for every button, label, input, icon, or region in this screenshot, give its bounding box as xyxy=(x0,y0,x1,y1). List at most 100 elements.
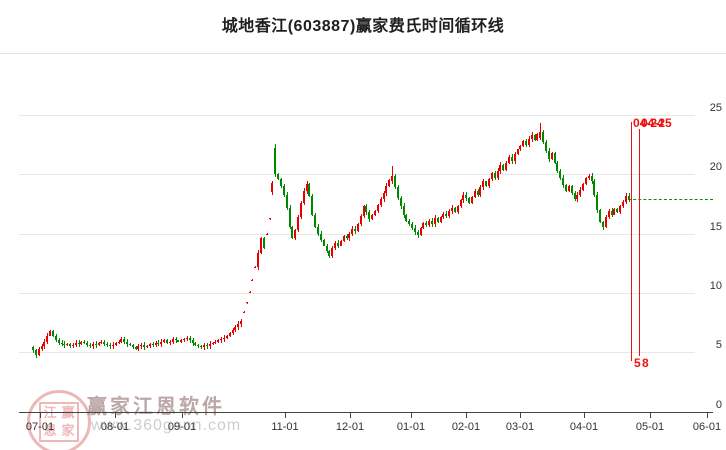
x-axis-tick xyxy=(350,413,351,418)
candle-body xyxy=(551,153,553,159)
candle-body xyxy=(328,251,330,256)
candle-body xyxy=(571,186,573,193)
candle-wick xyxy=(221,337,222,343)
candle-body xyxy=(568,186,570,191)
candle-body xyxy=(414,228,416,232)
candle-body xyxy=(72,345,74,346)
candle-body xyxy=(417,232,419,235)
candle-body xyxy=(425,223,427,225)
candle-body xyxy=(497,171,499,178)
candle-body xyxy=(468,198,470,203)
candle-body xyxy=(531,135,533,139)
candle-body xyxy=(343,236,345,241)
fib-cycle-date-label: 04-25 xyxy=(641,116,672,130)
candle-body xyxy=(120,339,122,342)
candle-body xyxy=(539,132,541,138)
fib-cycle-number-label: 8 xyxy=(642,356,649,370)
candle-body xyxy=(100,342,102,343)
candle-body xyxy=(152,344,154,345)
candle-body xyxy=(451,208,453,211)
candle-body xyxy=(460,200,462,206)
candle-wick xyxy=(247,302,248,304)
candle-body xyxy=(405,215,407,221)
candle-body xyxy=(585,178,587,184)
candle-body xyxy=(337,243,339,246)
candle-body xyxy=(525,141,527,145)
title-divider xyxy=(0,53,726,54)
y-axis-label: 10 xyxy=(709,280,722,292)
candle-body xyxy=(556,163,558,171)
candle-body xyxy=(363,206,365,216)
candle-body xyxy=(400,198,402,206)
candle-body xyxy=(613,209,615,215)
candle-body xyxy=(58,340,60,343)
candle-body xyxy=(545,142,547,151)
candle-body xyxy=(297,217,299,230)
candle-body xyxy=(137,346,139,349)
candle-body xyxy=(554,153,556,163)
candle-body xyxy=(269,218,271,219)
candle-body xyxy=(240,321,242,324)
candle-body xyxy=(135,347,137,349)
candle-body xyxy=(109,345,111,346)
candle-body xyxy=(471,197,473,203)
candle-body xyxy=(505,163,507,170)
candle-wick xyxy=(540,123,541,140)
candle-body xyxy=(420,228,422,235)
candle-body xyxy=(283,186,285,195)
candle-wick xyxy=(184,338,185,342)
candle-body xyxy=(542,132,544,142)
candle-body xyxy=(115,343,117,345)
candle-body xyxy=(189,338,191,340)
candle-body xyxy=(183,339,185,340)
candle-body xyxy=(628,196,630,199)
candle-body xyxy=(548,151,550,159)
candle-body xyxy=(246,302,248,303)
candle-body xyxy=(163,340,165,342)
candle-body xyxy=(300,203,302,217)
candle-body xyxy=(280,179,282,186)
candle-body xyxy=(92,344,94,346)
candle-body xyxy=(445,214,447,216)
candle-body xyxy=(126,342,128,344)
candle-body xyxy=(346,236,348,238)
candle-body xyxy=(232,330,234,333)
watermark-seal-char: 恩 xyxy=(43,423,57,438)
candle-body xyxy=(263,238,265,248)
candle-body xyxy=(522,141,524,146)
candle-body xyxy=(514,154,516,161)
candle-body xyxy=(383,193,385,199)
x-axis-label: 04-01 xyxy=(569,421,599,433)
gridline xyxy=(19,115,695,116)
candle-body xyxy=(75,343,77,345)
y-axis-label: 5 xyxy=(715,339,722,351)
candle-body xyxy=(562,178,564,185)
candle-body xyxy=(440,217,442,222)
candle-body xyxy=(457,206,459,212)
y-axis-label: 15 xyxy=(709,221,722,233)
x-axis-tick xyxy=(650,413,651,418)
candle-wick xyxy=(198,344,199,348)
candle-body xyxy=(106,344,108,345)
candle-body xyxy=(596,195,598,210)
gridline xyxy=(19,352,695,353)
candle-body xyxy=(403,206,405,215)
candle-body xyxy=(428,221,430,225)
candle-wick xyxy=(176,337,177,343)
candle-body xyxy=(605,217,607,227)
candle-body xyxy=(479,187,481,195)
candle-body xyxy=(311,196,313,215)
candle-wick xyxy=(270,218,271,220)
candle-body xyxy=(502,165,504,170)
candle-body xyxy=(536,134,538,140)
fib-cycle-line xyxy=(631,122,632,361)
candle-body xyxy=(517,149,519,154)
candle-body xyxy=(616,209,618,212)
candle-body xyxy=(442,214,444,217)
candle-body xyxy=(422,223,424,228)
y-axis-label: 25 xyxy=(709,102,722,114)
x-axis-label: 11-01 xyxy=(271,421,299,433)
candle-body xyxy=(534,135,536,140)
candle-body xyxy=(462,195,464,200)
candle-body xyxy=(217,340,219,342)
